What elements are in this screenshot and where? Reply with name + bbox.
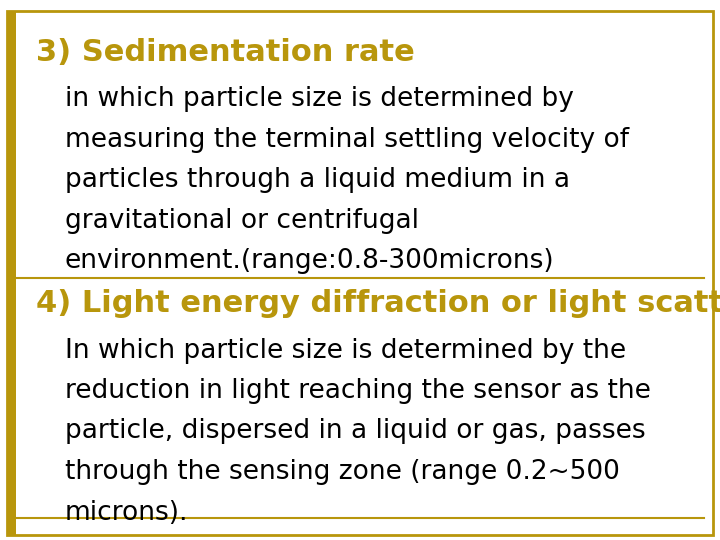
Bar [7, 11, 16, 535]
Text: In which particle size is determined by the: In which particle size is determined by … [65, 338, 626, 363]
Text: gravitational or centrifugal: gravitational or centrifugal [65, 208, 419, 234]
Text: 4) Light energy diffraction or light scattering: 4) Light energy diffraction or light sca… [36, 289, 720, 318]
Text: in which particle size is determined by: in which particle size is determined by [65, 86, 574, 112]
Text: 3) Sedimentation rate: 3) Sedimentation rate [36, 38, 415, 67]
Text: through the sensing zone (range 0.2~500: through the sensing zone (range 0.2~500 [65, 459, 620, 485]
Text: particle, dispersed in a liquid or gas, passes: particle, dispersed in a liquid or gas, … [65, 418, 645, 444]
Text: environment.(range:0.8-300microns): environment.(range:0.8-300microns) [65, 248, 554, 274]
Text: microns).: microns). [65, 500, 189, 525]
Text: reduction in light reaching the sensor as the: reduction in light reaching the sensor a… [65, 378, 651, 404]
Text: measuring the terminal settling velocity of: measuring the terminal settling velocity… [65, 127, 629, 153]
Text: particles through a liquid medium in a: particles through a liquid medium in a [65, 167, 570, 193]
